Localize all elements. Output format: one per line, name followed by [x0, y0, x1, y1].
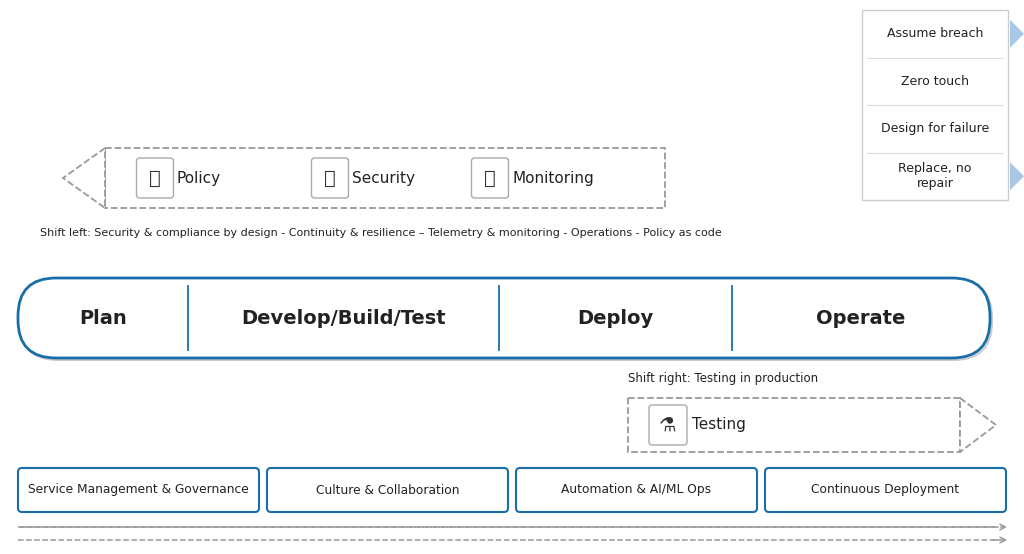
Text: ⚗: ⚗ [659, 416, 677, 434]
Text: Security: Security [352, 171, 415, 186]
Text: Deploy: Deploy [578, 309, 654, 327]
Text: Testing: Testing [692, 418, 745, 433]
FancyBboxPatch shape [311, 158, 348, 198]
FancyBboxPatch shape [18, 278, 990, 358]
FancyBboxPatch shape [516, 468, 757, 512]
FancyBboxPatch shape [18, 468, 259, 512]
Text: Assume breach: Assume breach [887, 27, 983, 40]
Text: Plan: Plan [80, 309, 127, 327]
Polygon shape [1010, 162, 1024, 190]
Text: 🔭: 🔭 [484, 168, 496, 187]
Bar [862, 10, 1008, 200]
Text: Replace, no
repair: Replace, no repair [898, 162, 972, 190]
Text: Design for failure: Design for failure [881, 122, 989, 135]
Text: Continuous Deployment: Continuous Deployment [811, 484, 959, 496]
FancyBboxPatch shape [20, 280, 992, 360]
FancyBboxPatch shape [267, 468, 508, 512]
FancyBboxPatch shape [471, 158, 509, 198]
Bar [628, 398, 961, 452]
Text: Policy: Policy [177, 171, 221, 186]
Text: Culture & Collaboration: Culture & Collaboration [315, 484, 459, 496]
FancyBboxPatch shape [136, 158, 173, 198]
Polygon shape [1010, 20, 1024, 48]
Text: Monitoring: Monitoring [512, 171, 594, 186]
Text: Shift left: Security & compliance by design - Continuity & resilience – Telemetr: Shift left: Security & compliance by des… [40, 228, 722, 238]
Text: Zero touch: Zero touch [901, 75, 969, 88]
Text: 🔍: 🔍 [325, 168, 336, 187]
Text: Shift right: Testing in production: Shift right: Testing in production [628, 372, 818, 385]
FancyBboxPatch shape [765, 468, 1006, 512]
Text: Automation & AI/ML Ops: Automation & AI/ML Ops [561, 484, 712, 496]
Text: Service Management & Governance: Service Management & Governance [28, 484, 249, 496]
Polygon shape [63, 148, 105, 208]
Bar [105, 148, 665, 208]
FancyBboxPatch shape [649, 405, 687, 445]
Text: 📋: 📋 [150, 168, 161, 187]
Polygon shape [961, 398, 996, 452]
Text: Operate: Operate [816, 309, 905, 327]
Text: Develop/Build/Test: Develop/Build/Test [242, 309, 445, 327]
